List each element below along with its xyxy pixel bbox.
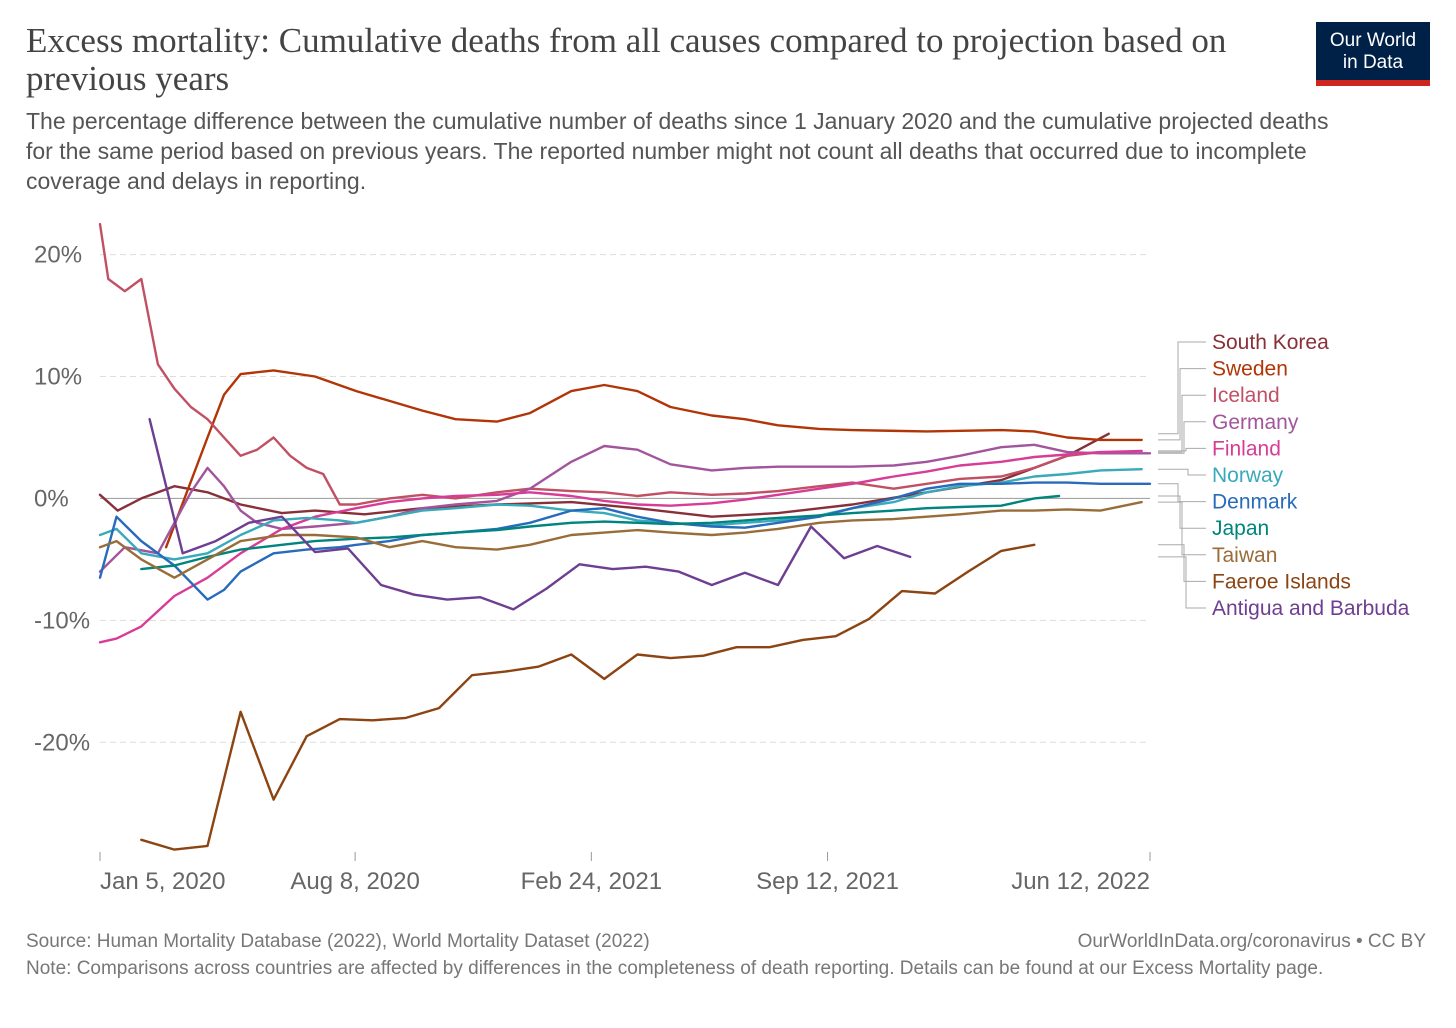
series-line-denmark[interactable] xyxy=(98,481,1152,601)
legend-connector xyxy=(1158,368,1206,441)
owid-logo[interactable]: Our World in Data xyxy=(1316,22,1430,86)
legend-connector xyxy=(1158,394,1206,453)
y-tick-label: 20% xyxy=(34,242,82,269)
legend-connector xyxy=(1158,447,1206,452)
legend-connector xyxy=(1158,556,1206,609)
legend-connector xyxy=(1158,501,1206,556)
credit-link[interactable]: OurWorldInData.org/coronavirus • CC BY xyxy=(1077,931,1426,952)
legend-label-taiwan[interactable]: Taiwan xyxy=(1212,544,1277,567)
logo-line-1: Our World xyxy=(1329,30,1417,51)
series-line-sweden[interactable] xyxy=(164,369,1143,549)
x-tick-label: Aug 8, 2020 xyxy=(290,868,419,895)
chart-title: Excess mortality: Cumulative deaths from… xyxy=(26,21,1227,98)
legend-label-denmark[interactable]: Denmark xyxy=(1212,491,1298,514)
y-tick-label: -20% xyxy=(34,729,90,756)
logo-line-2: in Data xyxy=(1342,52,1404,73)
x-tick-label: Sep 12, 2021 xyxy=(756,868,899,895)
series-line-japan[interactable] xyxy=(140,494,1061,571)
legend-connector xyxy=(1158,495,1206,529)
legend-label-finland[interactable]: Finland xyxy=(1212,437,1281,460)
y-tick-label: 10% xyxy=(34,364,82,391)
series-line-south-korea[interactable] xyxy=(98,432,1110,518)
grid-lines xyxy=(100,254,1150,743)
x-tick-label: Feb 24, 2021 xyxy=(521,868,662,895)
series-line-antigua-and-barbuda[interactable] xyxy=(148,418,912,611)
legend-connector xyxy=(1158,341,1206,435)
legend-connector xyxy=(1158,468,1206,476)
y-axis-ticks: 20% 10% 0% -10% -20% xyxy=(34,242,90,757)
series-line-germany[interactable] xyxy=(98,443,1152,573)
chart-subtitle: The percentage difference between the cu… xyxy=(26,108,1329,194)
x-axis: Jan 5, 2020 Aug 8, 2020 Feb 24, 2021 Sep 12… xyxy=(99,852,1151,895)
note-text: Note: Comparisons across countries are a… xyxy=(26,958,1324,979)
legend-label-antigua-and-barbuda[interactable]: Antigua and Barbuda xyxy=(1212,597,1410,620)
x-tick-label: Jun 12, 2022 xyxy=(1011,868,1150,895)
legend-connector xyxy=(1158,544,1206,582)
y-tick-label: -10% xyxy=(34,607,90,634)
legend-label-iceland[interactable]: Iceland xyxy=(1212,384,1280,407)
series-line-finland[interactable] xyxy=(98,449,1143,644)
source-text: Source: Human Mortality Database (2022),… xyxy=(26,931,650,952)
x-tick-label: Jan 5, 2020 xyxy=(100,868,225,895)
legend-label-norway[interactable]: Norway xyxy=(1212,464,1284,487)
legend-connector xyxy=(1158,483,1206,503)
series-line-iceland[interactable] xyxy=(98,222,1102,506)
legend: South Korea Sweden Iceland Germany Finland No… xyxy=(1158,331,1410,620)
y-tick-label: 0% xyxy=(34,485,69,512)
series-line-taiwan[interactable] xyxy=(98,500,1143,579)
legend-label-sweden[interactable]: Sweden xyxy=(1212,358,1288,381)
series-lines xyxy=(98,222,1152,851)
series-line-faeroe-islands[interactable] xyxy=(140,543,1036,851)
series-line-norway[interactable] xyxy=(98,468,1143,561)
line-chart: 20% 10% 0% -10% -20% Jan 5, 2020 Aug 8, 2020 F… xyxy=(34,222,1410,895)
legend-label-germany[interactable]: Germany xyxy=(1212,411,1299,434)
legend-label-south-korea[interactable]: South Korea xyxy=(1212,331,1329,354)
legend-connector xyxy=(1158,421,1206,454)
legend-label-faeroe-islands[interactable]: Faeroe Islands xyxy=(1212,570,1351,593)
legend-label-japan[interactable]: Japan xyxy=(1212,517,1269,540)
